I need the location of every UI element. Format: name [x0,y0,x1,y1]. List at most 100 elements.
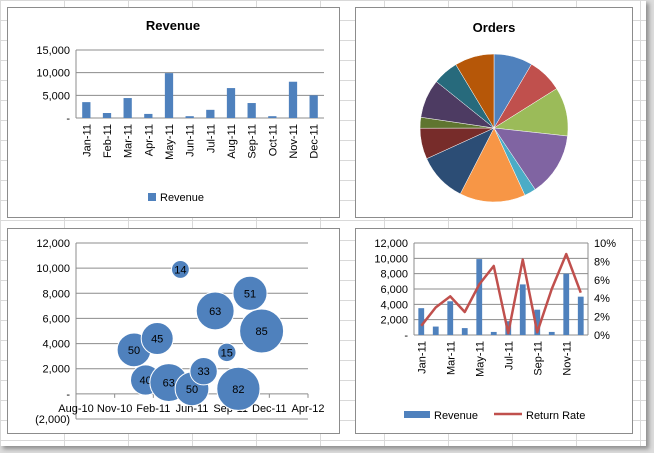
x-tick-label: Apr-12 [291,403,324,415]
bubble-label: 63 [163,378,175,390]
pie-slice-12 [455,53,495,129]
y-tick-label: 6,000 [380,284,408,296]
bar-revenue-mar-11 [447,301,454,335]
bar-revenue-mar-11 [123,98,132,118]
y2-tick-label: 0% [594,330,610,342]
bar-revenue-jan-11 [82,102,91,118]
bubble-label: 63 [209,306,221,318]
y-tick-label: 4,000 [42,339,70,351]
x-tick-label: Mar-11 [123,124,135,158]
y2-tick-label: 10% [594,238,616,250]
legend-label-revenue: Revenue [160,192,204,204]
y-tick-label: 12,000 [36,238,70,250]
bar-revenue-oct-11 [268,116,277,118]
bubble-2011-05 [170,259,190,279]
bar-revenue-nov-11 [288,81,298,118]
bubble-chart: (2,000) - 2,000 4,000 6,000 8,000 10,000 12,000… [35,238,324,426]
bar-revenue-jul-11 [206,109,215,118]
y-tick-label: 4,000 [380,299,408,311]
y-tick-label: 10,000 [374,253,408,265]
bar-revenue-oct-11 [548,331,555,335]
bubble-label: 33 [197,366,209,378]
y-tick-label: 12,000 [374,238,408,250]
orders-chart: Orders [419,20,569,203]
legend-label-revenue: Revenue [434,410,478,422]
x-tick-label: Aug-11 [226,124,238,159]
pie-slice-6 [459,127,526,203]
bubble-label: 14 [174,264,186,276]
x-tick-label: Nov-11 [561,341,573,376]
bar-revenue-jun-11 [185,116,194,118]
x-tick-label: Oct-11 [267,124,279,156]
x-tick-label: Jul-11 [503,341,515,370]
y-tick-label: 8,000 [380,269,408,281]
bar-revenue-dec-11 [577,296,584,335]
bar-revenue-sep-11 [534,309,541,335]
y-tick-label: 2,000 [42,364,70,376]
bar-revenue-may-11 [476,259,483,335]
x-tick-label: Jul-11 [205,124,217,153]
y-tick-label: - [404,330,408,342]
x-tick-label: Nov-10 [97,403,132,415]
x-tick-label: Feb-11 [102,124,114,158]
bubble-label: 82 [232,384,244,396]
y2-tick-label: 2% [594,312,610,324]
bar-revenue-jan-11 [418,308,425,335]
chart-title: Revenue [146,18,200,33]
revenue-chart-panel[interactable]: Revenue - 5,000 10,000 15,000 Jan-11 Feb-11 Mar… [7,7,340,218]
y-tick-label: 6,000 [42,313,70,325]
line-return-rate [420,252,582,335]
legend-label-return-rate: Return Rate [526,410,585,422]
x-tick-label: Apr-11 [143,124,155,156]
y-tick-label: 10,000 [36,68,70,80]
legend-swatch-revenue [404,411,430,418]
x-tick-label: Jan-11 [416,341,428,374]
y-tick-label: (2,000) [35,414,70,426]
y-tick-label: 10,000 [36,263,70,275]
bubble-2011-03 [140,322,174,356]
bubble-label: 45 [151,334,163,346]
bubble-2011-10 [216,366,261,411]
pie-slice-4 [493,127,568,190]
x-tick-label: May-11 [474,341,486,377]
legend-swatch-revenue [148,193,156,201]
x-tick-label: Dec-11 [252,403,287,415]
bar-revenue-dec-11 [309,95,318,118]
x-tick-label: May-11 [164,124,176,160]
y-tick-label: 2,000 [380,315,408,327]
bubble-label: 50 [186,384,198,396]
chart-title: Orders [473,20,516,35]
x-tick-label: Mar-11 [445,341,457,375]
x-tick-label: Jun-11 [185,124,197,157]
y2-tick-label: 6% [594,275,610,287]
bar-revenue-jun-11 [490,331,497,335]
y-tick-label: - [66,389,70,401]
y-tick-label: 8,000 [42,288,70,300]
x-tick-label: Aug-10 [58,403,93,415]
bar-revenue-nov-11 [563,273,570,335]
combo-chart-panel[interactable]: - 2,000 4,000 6,000 8,000 10,000 12,000 0% 2% 4% 6… [355,228,633,434]
bar-revenue-apr-11 [144,113,153,118]
bubble-2011-08 [195,291,235,331]
x-tick-label: Feb-11 [136,403,170,415]
revenue-chart: Revenue - 5,000 10,000 15,000 Jan-11 Feb-11 Mar… [36,18,324,204]
bubble-2011-11 [232,275,268,311]
bubble-chart-panel[interactable]: (2,000) - 2,000 4,000 6,000 8,000 10,000 12,000… [7,228,340,434]
bar-revenue-feb-11 [102,113,112,118]
y-tick-label: 5,000 [42,90,70,102]
y-tick-label: 15,000 [36,45,70,57]
bar-revenue-may-11 [164,73,174,118]
bubble-label: 51 [244,288,256,300]
bar-revenue-feb-11 [432,326,439,335]
bubble-2011-09 [217,342,237,363]
bubble-2011-07 [189,357,218,386]
bubble-2011-12 [239,308,285,354]
bubble-label: 85 [255,326,267,338]
bubble-label: 40 [139,375,151,387]
bar-revenue-aug-11 [519,284,526,335]
bar-revenue-apr-11 [461,328,468,335]
x-tick-label: Jun-11 [176,403,209,415]
bar-revenue-aug-11 [226,88,236,118]
revenue-return-combo-chart: - 2,000 4,000 6,000 8,000 10,000 12,000 0% 2% 4% 6… [374,238,616,422]
orders-chart-panel[interactable]: Orders [355,7,633,218]
